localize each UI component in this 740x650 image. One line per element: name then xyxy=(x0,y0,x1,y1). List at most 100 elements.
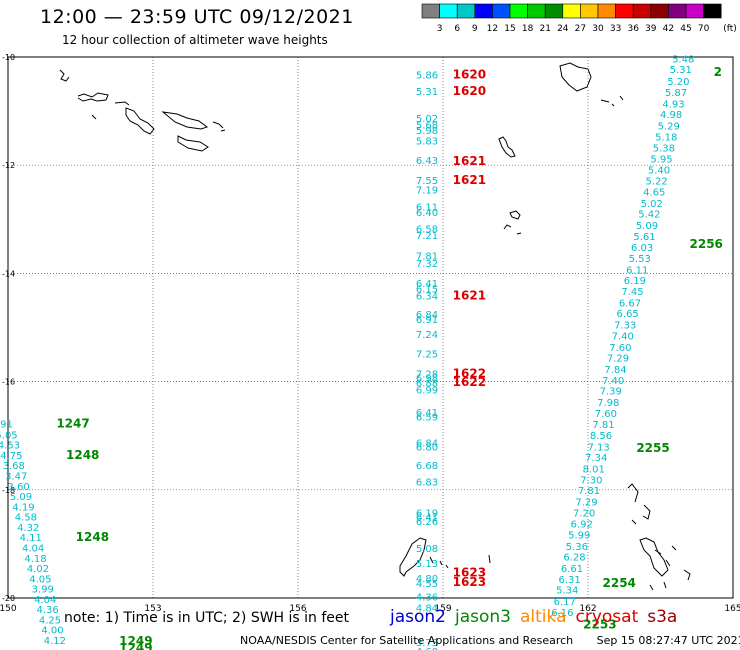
x-tick-label: 159 xyxy=(434,604,451,614)
pass-time-label: 1622 xyxy=(453,375,486,389)
swh-label: 3.91 xyxy=(0,420,13,431)
swh-label: 5.31 xyxy=(416,87,438,98)
swh-label: 5.20 xyxy=(667,77,689,88)
swh-label: 6.34 xyxy=(416,291,438,302)
swh-label: 6.84 xyxy=(416,310,438,321)
swh-label: 4.80 xyxy=(416,574,438,585)
scale-tick-label: 3 xyxy=(437,24,443,34)
scale-tick-label: 36 xyxy=(627,24,639,34)
swh-label: 7.84 xyxy=(604,365,626,376)
swh-label: 7.30 xyxy=(580,475,602,486)
swh-label: 6.67 xyxy=(619,298,641,309)
swh-label: 7.60 xyxy=(609,343,631,354)
swh-label: 3.73 xyxy=(416,638,438,649)
x-tick-label: 165 xyxy=(724,604,740,614)
swh-label: 3.47 xyxy=(5,472,27,483)
pass-time-label: 1249 xyxy=(119,641,152,650)
coastline-segment xyxy=(559,62,624,107)
y-tick-label: -12 xyxy=(2,161,15,170)
chart-subtitle: 12 hour collection of altimeter wave hei… xyxy=(62,33,328,47)
plot-frame xyxy=(7,56,734,599)
legend-cryosat: cryosat xyxy=(575,607,639,627)
scale-tick-label: 39 xyxy=(645,24,657,34)
swh-label: 5.09 xyxy=(636,221,658,232)
swh-label: 6.43 xyxy=(416,156,438,167)
swh-label: 4.25 xyxy=(39,615,61,626)
swh-label: 3.60 xyxy=(7,482,29,493)
swh-label: 5.42 xyxy=(638,210,660,221)
credit-text: NOAA/NESDIS Center for Satellite Applica… xyxy=(240,634,574,647)
coastline-segment xyxy=(91,114,226,132)
swh-label: 6.16 xyxy=(551,608,573,619)
swh-label: 5.87 xyxy=(665,88,687,99)
swh-label: 5.68 xyxy=(416,120,438,131)
y-tick-label: -16 xyxy=(2,378,15,387)
generated-timestamp: Sep 15 08:27:47 UTC 2021 xyxy=(596,634,740,647)
swh-label: 7.21 xyxy=(416,231,438,242)
swh-label: 7.19 xyxy=(416,185,438,196)
color-scale-bar: 3 6 9 12 15 18 21 24 27 30 33 36 39 42 45 70 (ft) xyxy=(421,3,737,34)
coastline-segment xyxy=(503,224,522,235)
swh-label: 6.92 xyxy=(571,520,593,531)
swh-label: 6.98 xyxy=(416,374,438,385)
swh-label: 6.40 xyxy=(416,208,438,219)
swh-label: 4.75 xyxy=(0,451,22,462)
swh-label: 4.58 xyxy=(15,513,37,524)
swh-label: 5.86 xyxy=(416,71,438,82)
coastline-segment xyxy=(627,483,669,577)
swh-label: 6.41 xyxy=(416,279,438,290)
swh-label: 7.20 xyxy=(573,508,595,519)
swh-label: 4.04 xyxy=(34,595,56,606)
swh-label: 6.03 xyxy=(631,243,653,254)
swh-label: 6.11 xyxy=(416,203,438,214)
scale-tick-label: 33 xyxy=(610,24,621,34)
swh-label: 4.04 xyxy=(22,543,44,554)
swh-label: 5.95 xyxy=(650,154,672,165)
swh-label: 6.61 xyxy=(561,564,583,575)
swh-label: 4.05 xyxy=(29,574,51,585)
swh-label: 6.19 xyxy=(416,508,438,519)
swh-label: 7.32 xyxy=(416,259,438,270)
swh-label: 4.98 xyxy=(660,110,682,121)
swh-label: 6.19 xyxy=(624,276,646,287)
scale-unit-label: (ft) xyxy=(723,24,737,34)
swh-label: 5.98 xyxy=(416,126,438,137)
swh-label: 6.84 xyxy=(416,439,438,450)
swh-label: 4.55 xyxy=(416,579,438,590)
swh-label: 7.29 xyxy=(607,354,629,365)
swh-label: 7.81 xyxy=(578,486,600,497)
swh-label: 3.68 xyxy=(3,461,25,472)
legend-jason3: jason3 xyxy=(455,607,511,627)
swh-label: 4.32 xyxy=(17,523,39,534)
swh-label: 6.41 xyxy=(416,408,438,419)
swh-label: 4.36 xyxy=(36,605,58,616)
swh-label: 4.19 xyxy=(12,502,34,513)
swh-label: 4.36 xyxy=(416,593,438,604)
swh-label: 4.53 xyxy=(0,441,20,452)
swh-label: 4.65 xyxy=(643,187,665,198)
swh-label: 5.08 xyxy=(416,544,438,555)
swh-label: 8.01 xyxy=(583,464,605,475)
swh-label: 6.91 xyxy=(416,315,438,326)
pass-time-label: 2253 xyxy=(583,617,616,631)
swh-label: 5.13 xyxy=(416,559,438,570)
swh-label: 5.83 xyxy=(416,137,438,148)
altimeter-tracks: 5.865.315.025.685.985.836.437.557.196.11… xyxy=(0,54,723,650)
scale-tick-label: 24 xyxy=(557,24,569,34)
swh-label: 4.60 xyxy=(416,647,438,650)
satellite-legend: jason2 jason3 altika cryosat s3a xyxy=(390,607,686,627)
scale-swatch xyxy=(703,3,722,19)
swh-label: 7.45 xyxy=(621,287,643,298)
scale-tick-label: 12 xyxy=(487,24,498,34)
swh-label: 7.55 xyxy=(416,176,438,187)
pass-time-label: 1623 xyxy=(453,575,486,589)
swh-label: 6.68 xyxy=(416,461,438,472)
swh-label: 5.09 xyxy=(10,492,32,503)
swh-label: 7.81 xyxy=(592,420,614,431)
pass-time-label: 1249 xyxy=(119,634,152,648)
swh-label: 4.93 xyxy=(662,99,684,110)
coastline-segment xyxy=(114,101,155,135)
swh-label: 7.81 xyxy=(416,251,438,262)
y-tick-label: -18 xyxy=(2,486,15,495)
swh-label: 5.34 xyxy=(556,586,578,597)
